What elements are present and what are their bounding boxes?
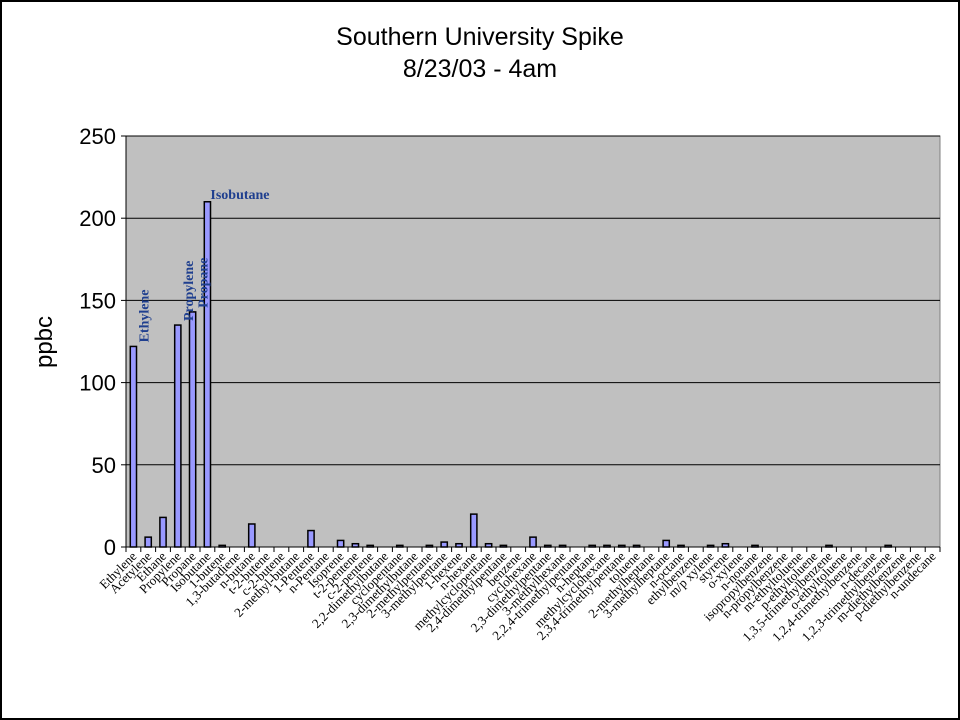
bar-annotations: Ethylene Propylene Propane Isobutane xyxy=(137,188,269,343)
bar-annotation: Propylene xyxy=(182,261,197,321)
bar xyxy=(247,523,256,548)
gridlines xyxy=(126,135,940,466)
y-tick-label: 200 xyxy=(79,206,116,231)
bar-annotation: Ethylene xyxy=(137,290,152,343)
bar xyxy=(529,536,537,548)
plot-area xyxy=(125,135,941,548)
bar xyxy=(440,541,449,548)
bar-annotation: Isobutane xyxy=(210,188,269,203)
bar xyxy=(307,529,315,548)
bar xyxy=(336,539,345,548)
bar xyxy=(203,201,212,548)
bar xyxy=(173,324,182,548)
y-tick-label: 250 xyxy=(79,124,116,149)
y-axis-label: ppbc xyxy=(31,316,58,368)
y-tick-label: 0 xyxy=(104,535,116,560)
bar xyxy=(159,516,167,548)
bar xyxy=(469,513,478,548)
y-tick-label: 150 xyxy=(79,288,116,313)
y-tick-label: 50 xyxy=(92,453,116,478)
y-axis: 0 50 100 150 200 250 xyxy=(79,124,127,560)
bar xyxy=(662,539,671,548)
bar xyxy=(129,345,138,548)
y-tick-label: 100 xyxy=(79,371,116,396)
chart-subtitle: 8/23/03 - 4am xyxy=(403,55,557,83)
chart-title: Southern University Spike xyxy=(336,23,624,51)
bar-annotation: Propane xyxy=(197,258,212,308)
bar xyxy=(144,536,153,548)
bar xyxy=(188,311,197,548)
